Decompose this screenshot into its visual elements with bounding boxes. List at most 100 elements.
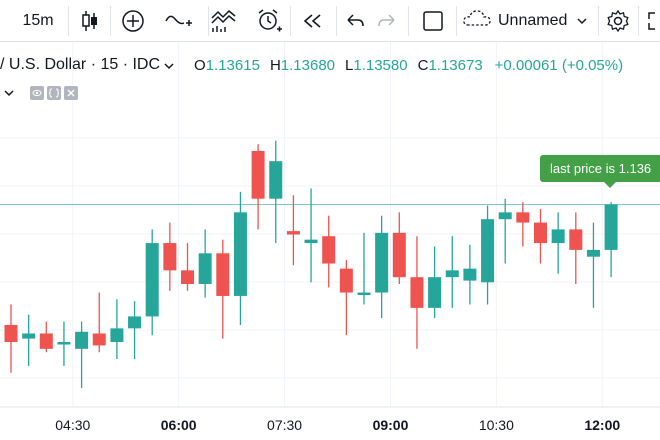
top-toolbar: 15m Unnamed xyxy=(0,0,660,42)
settings-icon[interactable] xyxy=(604,0,632,41)
candle xyxy=(339,260,353,336)
candle-body xyxy=(251,150,265,199)
candle xyxy=(269,140,283,244)
open-label: O xyxy=(194,56,206,74)
candle xyxy=(498,198,512,264)
close-icon[interactable] xyxy=(64,86,78,100)
candle-body xyxy=(445,270,459,278)
symbol-legend: / U.S. Dollar · 15 · IDC O 1.13615 H 1.136… xyxy=(0,54,623,76)
candle-body xyxy=(92,333,106,346)
candle xyxy=(410,236,424,349)
candle-body xyxy=(498,212,512,220)
candle-body xyxy=(586,249,600,257)
toolbar-divider xyxy=(290,6,291,36)
eye-icon[interactable] xyxy=(30,86,44,100)
candle xyxy=(286,195,300,266)
add-indicator-icon[interactable] xyxy=(118,0,148,41)
candles-series xyxy=(4,140,618,389)
change-value: +0.00061 (+0.05%) xyxy=(494,56,624,74)
indicators-icon[interactable] xyxy=(208,0,242,41)
candle xyxy=(233,191,247,325)
time-tick-label: 07:30 xyxy=(267,417,302,433)
last-price-text: last price is 1.136 xyxy=(550,161,652,176)
candle-body xyxy=(375,232,389,293)
toolbar-divider xyxy=(110,6,111,36)
fullscreen-icon[interactable] xyxy=(646,0,660,41)
candle xyxy=(110,299,124,360)
source-code-icon[interactable] xyxy=(47,86,61,100)
candle-body xyxy=(233,212,247,296)
alert-icon[interactable] xyxy=(252,0,286,41)
candle-body xyxy=(110,328,124,342)
candle-body xyxy=(163,243,177,271)
candle xyxy=(57,321,71,366)
candle-body xyxy=(569,229,583,250)
candle xyxy=(145,229,159,336)
candle xyxy=(322,215,336,288)
candle xyxy=(22,314,36,366)
horizontal-gridlines xyxy=(0,137,660,379)
compare-icon[interactable] xyxy=(162,0,196,41)
vertical-gridlines xyxy=(72,42,603,407)
candle xyxy=(163,222,177,291)
time-tick-label: 09:00 xyxy=(373,417,409,433)
candle-body xyxy=(39,333,53,349)
layout-name: Unnamed xyxy=(498,11,568,29)
redo-icon[interactable] xyxy=(374,0,400,41)
chevron-down-icon xyxy=(577,12,587,30)
candle xyxy=(181,243,194,291)
candle xyxy=(516,202,530,247)
interval-button[interactable]: 15m xyxy=(14,0,62,41)
replay-icon[interactable] xyxy=(298,0,328,41)
candle-body xyxy=(75,331,89,349)
candle xyxy=(481,205,495,305)
candle xyxy=(251,144,265,230)
low-label: L xyxy=(345,56,354,74)
toolbar-divider xyxy=(638,6,639,36)
candle-body xyxy=(57,342,71,345)
candle xyxy=(357,232,371,305)
candle xyxy=(392,212,406,284)
cloud-icon xyxy=(462,8,492,33)
toolbar-divider xyxy=(456,6,457,36)
candle xyxy=(128,301,142,360)
candle xyxy=(304,188,318,283)
candle xyxy=(39,321,53,353)
candle xyxy=(4,304,18,373)
candle-body xyxy=(128,316,142,329)
candle-body xyxy=(551,229,565,244)
high-value: 1.13680 xyxy=(280,56,336,74)
candle xyxy=(375,215,389,319)
symbol-title[interactable]: / U.S. Dollar · 15 · IDC xyxy=(0,56,161,73)
layout-name-button[interactable]: Unnamed xyxy=(462,0,598,41)
candle-body xyxy=(216,253,230,296)
last-price-tooltip: last price is 1.136 xyxy=(540,155,660,188)
candle xyxy=(551,212,565,274)
legend-controls xyxy=(4,84,81,102)
candle xyxy=(569,212,583,284)
candle-body xyxy=(410,277,424,308)
chevron-down-icon[interactable] xyxy=(4,84,14,102)
time-axis[interactable]: 04:30 06:00 07:30 09:00 10:30 12:00 xyxy=(55,417,620,433)
close-label: C xyxy=(417,56,429,74)
candle xyxy=(75,321,89,389)
candle xyxy=(534,208,547,264)
layout-square-icon[interactable] xyxy=(418,0,448,41)
undo-icon[interactable] xyxy=(342,0,368,41)
time-tick-label: 10:30 xyxy=(479,417,514,433)
candle-body xyxy=(604,204,618,250)
time-tick-label: 04:30 xyxy=(55,417,90,433)
candle-body xyxy=(322,236,336,264)
candle-body xyxy=(286,231,300,235)
candle xyxy=(92,292,106,353)
candle xyxy=(604,202,618,278)
candle xyxy=(198,229,212,298)
chevron-down-icon[interactable] xyxy=(164,57,174,74)
toolbar-divider xyxy=(598,6,599,36)
candle-body xyxy=(516,212,530,223)
candles-icon[interactable] xyxy=(76,0,104,41)
candle-body xyxy=(4,324,18,342)
candle xyxy=(428,246,442,319)
candle-body xyxy=(269,161,283,199)
